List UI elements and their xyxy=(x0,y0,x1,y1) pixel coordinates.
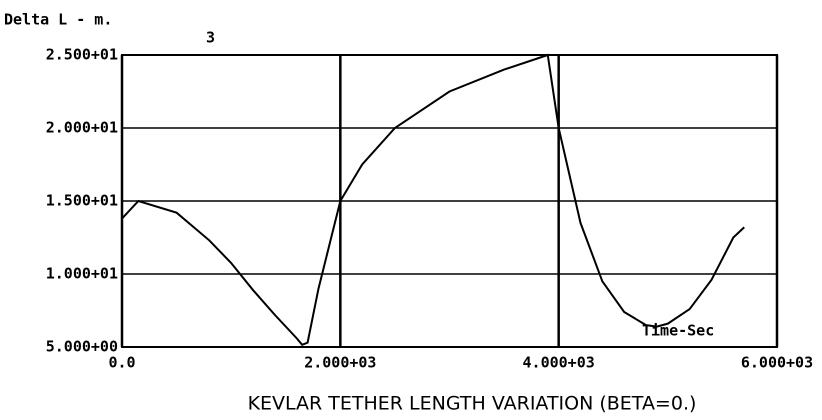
y-axis-label: Delta L - m. xyxy=(4,11,112,29)
x-tick-label: 0.0 xyxy=(108,354,135,372)
x-tick-label: 6.000+03 xyxy=(741,354,813,372)
x-tick-label: 4.000+03 xyxy=(523,354,595,372)
data-line xyxy=(121,53,745,347)
y-tick-label: 5.000+00 xyxy=(46,338,118,356)
x-tick-label: 2.000+03 xyxy=(304,354,376,372)
y-tick-label: 1.000+01 xyxy=(46,265,118,283)
y-tick-label: 2.000+01 xyxy=(46,119,118,137)
y-tick-label: 1.500+01 xyxy=(46,192,118,210)
y-tick-label: 2.500+01 xyxy=(46,46,118,64)
chart-title: KEVLAR TETHER LENGTH VARIATION (BETA=0.) xyxy=(248,393,697,415)
annotation: Time-Sec xyxy=(642,322,714,340)
plot-number: 3 xyxy=(206,29,215,47)
